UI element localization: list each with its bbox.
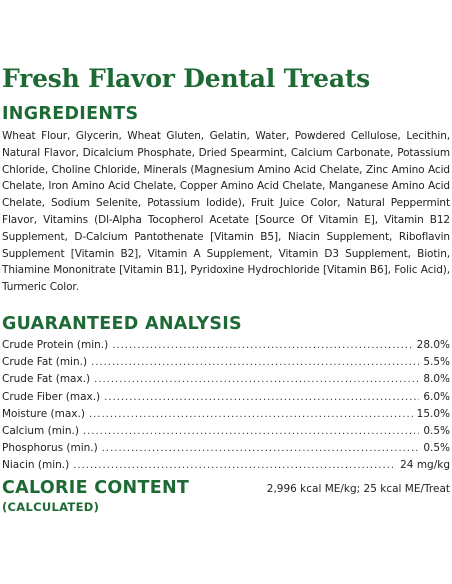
analysis-label: Phosphorus (min.) bbox=[2, 442, 98, 455]
dot-leader bbox=[104, 392, 419, 403]
ingredients-heading: INGREDIENTS bbox=[2, 104, 139, 124]
analysis-label: Crude Fiber (max.) bbox=[2, 390, 101, 403]
analysis-row-crude-fat-min: Crude Fat (min.) 5.5% bbox=[2, 356, 450, 373]
calorie-content-value: 2,996 kcal ME/kg; 25 kcal ME/Treat bbox=[266, 483, 450, 495]
analysis-row-crude-protein: Crude Protein (min.) 28.0% bbox=[2, 339, 450, 356]
analysis-row-crude-fat-max: Crude Fat (max.) 8.0% bbox=[2, 373, 450, 390]
analysis-value: 28.0% bbox=[416, 339, 450, 351]
analysis-value: 15.0% bbox=[416, 407, 450, 420]
analysis-label: Crude Fat (max.) bbox=[2, 373, 91, 386]
analysis-value: 0.5% bbox=[423, 442, 450, 455]
analysis-label: Crude Fat (min.) bbox=[2, 356, 88, 369]
dot-leader bbox=[102, 443, 420, 454]
page-title: Fresh Flavor Dental Treats bbox=[2, 64, 371, 93]
analysis-value: 8.0% bbox=[423, 373, 450, 386]
analysis-row-crude-fiber: Crude Fiber (max.) 6.0% bbox=[2, 391, 450, 408]
analysis-value: 6.0% bbox=[423, 390, 450, 403]
dot-leader bbox=[94, 374, 419, 385]
analysis-label: Calcium (min.) bbox=[2, 424, 79, 437]
guaranteed-analysis-list: Crude Protein (min.) 28.0% Crude Fat (mi… bbox=[2, 339, 450, 477]
analysis-label: Niacin (min.) bbox=[2, 459, 70, 472]
dot-leader bbox=[91, 357, 419, 368]
analysis-value: 24 mg/kg bbox=[400, 459, 450, 472]
calorie-content-heading: CALORIE CONTENT bbox=[2, 478, 190, 498]
calorie-content-subheading: (CALCULATED) bbox=[2, 500, 100, 514]
dot-leader bbox=[112, 340, 412, 351]
analysis-row-calcium: Calcium (min.) 0.5% bbox=[2, 425, 450, 442]
analysis-row-phosphorus: Phosphorus (min.) 0.5% bbox=[2, 442, 450, 459]
dot-leader bbox=[73, 460, 396, 471]
analysis-value: 0.5% bbox=[423, 424, 450, 437]
analysis-label: Crude Protein (min.) bbox=[2, 339, 109, 351]
guaranteed-analysis-heading: GUARANTEED ANALYSIS bbox=[2, 314, 242, 334]
analysis-value: 5.5% bbox=[423, 356, 450, 369]
dot-leader bbox=[89, 409, 413, 420]
analysis-row-moisture: Moisture (max.) 15.0% bbox=[2, 408, 450, 425]
analysis-label: Moisture (max.) bbox=[2, 407, 85, 420]
ingredients-text: Wheat Flour, Glycerin, Wheat Gluten, Gel… bbox=[2, 130, 450, 294]
dot-leader bbox=[83, 426, 419, 437]
analysis-row-niacin: Niacin (min.) 24 mg/kg bbox=[2, 459, 450, 476]
